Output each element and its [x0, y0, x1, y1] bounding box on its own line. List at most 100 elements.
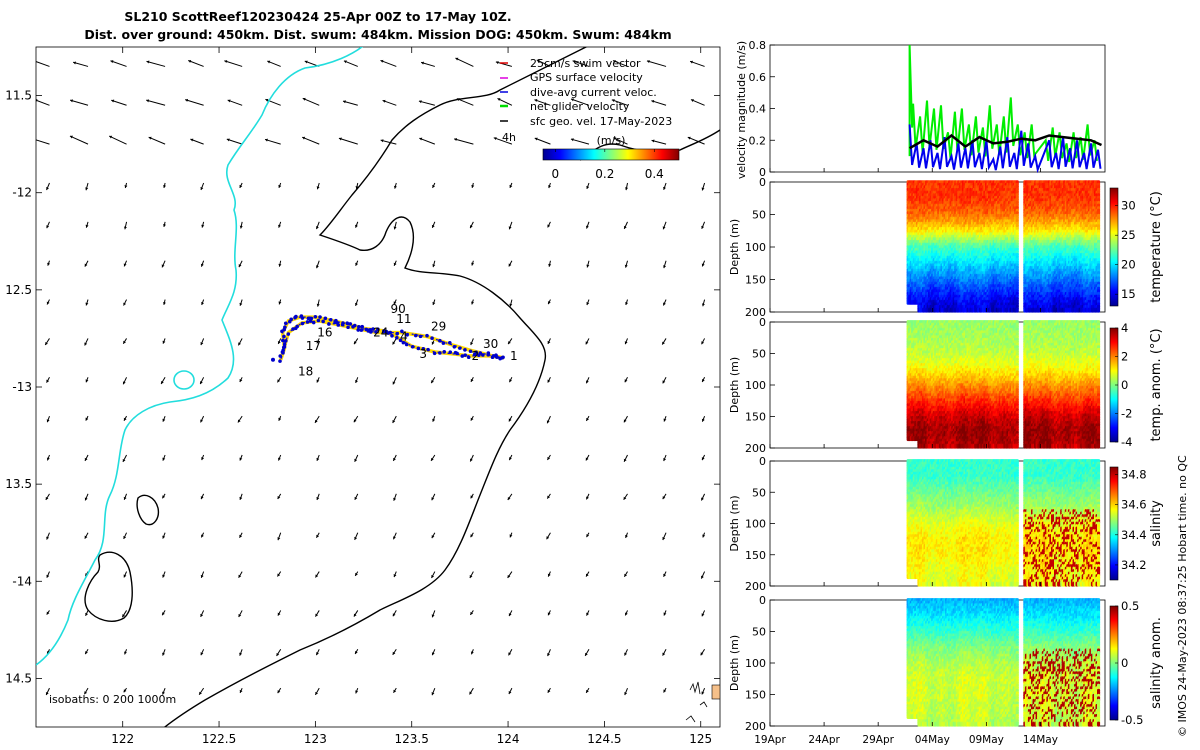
track-point — [438, 338, 442, 343]
current-vector-head — [36, 59, 37, 61]
current-vector-head — [586, 496, 589, 500]
current-vector-head — [431, 575, 435, 579]
current-vector-head — [509, 184, 513, 188]
map-y-tick-label: -14 — [12, 574, 32, 588]
track-day-label: 18 — [298, 364, 313, 378]
current-vector-head — [471, 301, 475, 305]
current-vector-head — [585, 225, 589, 229]
track-point — [309, 316, 314, 321]
map-x-tick-label: 122.5 — [202, 732, 236, 746]
current-vector-head — [702, 534, 706, 538]
current-vector-head — [84, 457, 88, 461]
current-vector-head — [315, 265, 319, 269]
current-vector-head — [85, 224, 89, 228]
current-vector-head — [84, 535, 88, 539]
track-point — [430, 336, 434, 341]
current-vector-head — [585, 652, 588, 656]
current-vector-head — [162, 302, 166, 305]
current-vector-head — [73, 61, 77, 65]
velocity-y-tick-label: 0.4 — [749, 103, 767, 116]
isobath-1000m-island-1 — [136, 494, 160, 526]
track-point — [282, 345, 287, 349]
current-vector-head — [663, 418, 667, 422]
current-vector — [419, 137, 436, 145]
current-vector-head — [547, 653, 551, 657]
current-vector-head — [586, 264, 590, 268]
current-vector-head — [470, 378, 474, 382]
current-vector-head — [46, 225, 50, 229]
current-vector-head — [432, 418, 436, 422]
current-vector-head — [355, 690, 359, 694]
current-vector-head — [122, 458, 126, 462]
current-vector-head — [276, 652, 280, 656]
current-vector — [454, 138, 474, 145]
current-vector-head — [547, 456, 551, 460]
current-vector — [224, 60, 243, 67]
current-vector-head — [701, 378, 705, 382]
current-vector-head — [146, 99, 150, 103]
current-vector-head — [454, 138, 458, 142]
current-vector-head — [316, 496, 320, 500]
track-point — [410, 344, 415, 349]
map-x-tick-label: 123.5 — [395, 732, 429, 746]
current-vector-head — [469, 458, 473, 462]
current-vector-head — [355, 379, 358, 383]
current-vector-head — [493, 137, 497, 141]
current-vector — [111, 99, 127, 106]
velocity-y-label: velocity magnitude (m/s) — [735, 41, 748, 179]
current-vector-head — [123, 263, 127, 267]
current-vector-head — [701, 225, 705, 229]
track-point — [323, 316, 328, 321]
map-y-tick-label: -12 — [12, 186, 32, 200]
current-vector — [69, 99, 89, 106]
current-vector-head — [162, 340, 166, 344]
track-point — [468, 349, 473, 354]
current-vector-head — [278, 184, 282, 188]
current-vector-head — [701, 691, 705, 695]
current-vector — [497, 98, 513, 106]
current-vector-head — [302, 136, 306, 140]
legend-dac-label: dive-avg current veloc. — [530, 86, 657, 99]
current-vector-head — [548, 263, 552, 267]
track-point — [388, 330, 393, 335]
track-point — [401, 340, 406, 345]
current-vector-head — [585, 457, 589, 461]
current-vector-head — [382, 99, 386, 103]
track-point — [376, 327, 380, 331]
current-vector — [612, 60, 628, 67]
map-x-tick-label: 125 — [689, 732, 712, 746]
track-point — [283, 339, 288, 343]
velocity-y-tick-label: 0 — [759, 166, 766, 179]
current-vector-field — [36, 57, 706, 696]
current-vector-head — [239, 184, 243, 188]
current-vector-head — [338, 137, 342, 141]
current-vector — [570, 138, 590, 145]
current-vector-head — [201, 224, 205, 228]
current-vector — [188, 60, 204, 67]
current-vector — [646, 60, 667, 67]
current-vector-head — [470, 342, 474, 346]
current-vector — [226, 138, 243, 145]
current-vector-head — [238, 614, 242, 617]
current-vector-head — [393, 689, 397, 693]
current-vector-head — [277, 340, 281, 344]
current-vector-head — [84, 691, 88, 695]
current-vector-head — [162, 224, 167, 227]
current-vector-head — [393, 457, 396, 461]
current-vector-head — [355, 572, 358, 576]
track-day-label: 1 — [510, 349, 518, 363]
current-vector-head — [393, 497, 397, 501]
track-point — [321, 319, 325, 324]
current-vector — [493, 137, 513, 145]
current-vector-head — [701, 341, 705, 345]
track-point — [329, 317, 333, 322]
track-day-label: 29 — [431, 320, 446, 334]
current-vector-head — [419, 137, 423, 141]
track-point — [305, 320, 310, 324]
current-vector-head — [123, 574, 127, 578]
current-vector-head — [421, 61, 425, 65]
current-vector-head — [431, 614, 435, 618]
current-vector-head — [585, 380, 589, 384]
